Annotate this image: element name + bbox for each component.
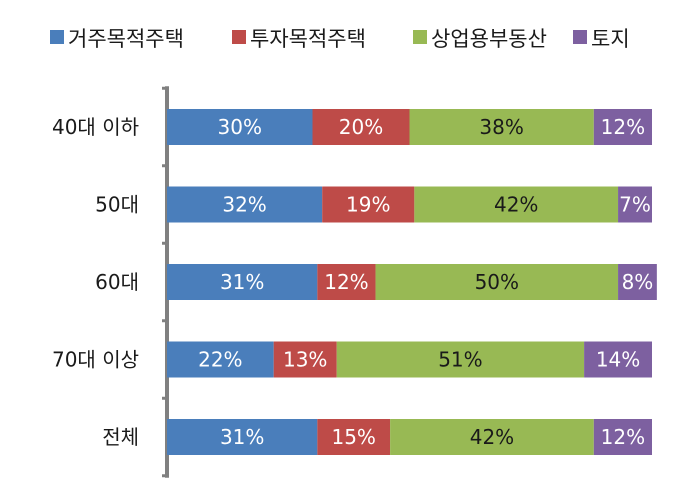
bar-segment — [322, 186, 415, 223]
data-label: 12% — [601, 425, 645, 449]
legend-swatch — [413, 30, 427, 44]
bar-segment — [167, 341, 274, 378]
bar-segment — [390, 419, 594, 455]
bar-segment — [414, 186, 619, 223]
data-label: 19% — [346, 193, 390, 217]
legend-swatch — [232, 30, 246, 44]
category-label: 전체 — [102, 425, 139, 449]
category-label: 50대 — [95, 193, 139, 217]
bar-segment — [167, 419, 318, 455]
data-label: 42% — [470, 425, 514, 449]
category-axis — [162, 86, 169, 478]
bar-segment — [618, 186, 652, 223]
legend-swatch — [50, 30, 64, 44]
category-label: 60대 — [95, 270, 139, 294]
legend-label: 상업용부동산 — [431, 27, 547, 51]
data-label: 14% — [596, 348, 640, 372]
data-label: 20% — [339, 115, 383, 139]
bar-segment — [593, 109, 652, 145]
data-label: 31% — [220, 270, 264, 294]
legend: 거주목적주택 투자목적주택 상업용부동산 토지 — [50, 27, 630, 51]
data-label: 15% — [331, 425, 375, 449]
bar-segment — [167, 109, 313, 145]
data-label: 50% — [475, 270, 519, 294]
data-label: 42% — [494, 193, 538, 217]
data-label: 51% — [438, 348, 482, 372]
bar-segment — [273, 341, 337, 378]
bar-segment — [336, 341, 585, 378]
data-label: 13% — [283, 348, 327, 372]
legend-label: 투자목적주택 — [250, 27, 366, 51]
bar-segment — [618, 264, 657, 300]
category-label: 40대 이하 — [52, 115, 139, 139]
bar-segment — [593, 419, 652, 455]
bar-segment — [409, 109, 594, 145]
bar-segment — [317, 264, 376, 300]
data-label: 31% — [220, 425, 264, 449]
legend-label: 거주목적주택 — [68, 27, 184, 51]
data-label: 8% — [622, 270, 654, 294]
bar-segment — [317, 419, 391, 455]
data-label: 12% — [601, 115, 645, 139]
data-label: 30% — [218, 115, 262, 139]
bar-segment — [167, 186, 323, 223]
data-label: 7% — [619, 193, 651, 217]
bars: 30% 20% 38% 12% 32% 19% 42% 7% 31% 12% 50% 8% 22% 13%… — [167, 109, 657, 455]
bar-segment — [167, 264, 318, 300]
data-label: 22% — [198, 348, 242, 372]
bar-segment — [375, 264, 619, 300]
bar-segment — [584, 341, 652, 378]
data-label: 38% — [479, 115, 523, 139]
legend-swatch — [573, 30, 587, 44]
bar-segment — [312, 109, 410, 145]
data-label: 32% — [222, 193, 266, 217]
legend-label: 토지 — [591, 27, 630, 51]
category-label: 70대 이상 — [52, 348, 139, 372]
data-label: 12% — [324, 270, 368, 294]
